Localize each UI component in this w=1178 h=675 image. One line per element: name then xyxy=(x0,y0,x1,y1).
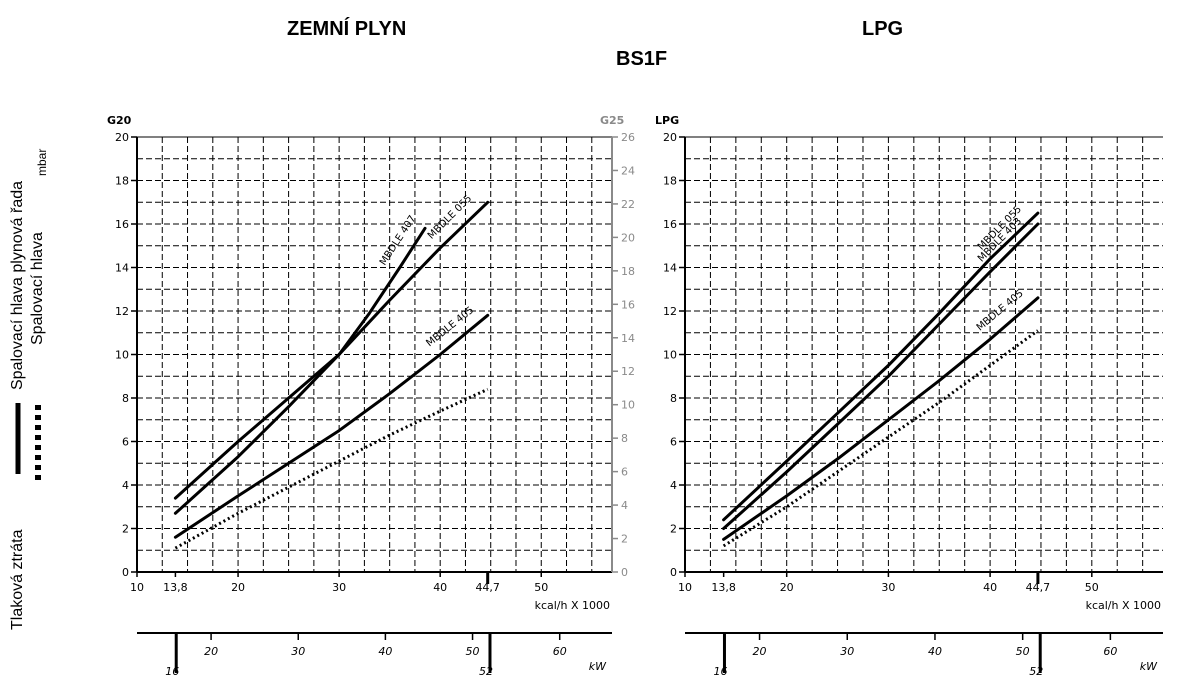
kw-tick-label: 30 xyxy=(840,645,854,658)
y-tick-label: 20 xyxy=(663,131,677,144)
y-right-tick-label: 18 xyxy=(621,265,635,278)
y-right-tick-label: 12 xyxy=(621,365,635,378)
y-tick-label: 12 xyxy=(115,305,129,318)
series-label: MBDLE 407 xyxy=(378,214,419,268)
kw-tick-label: 50 xyxy=(1016,645,1030,658)
y-tick-label: 14 xyxy=(663,262,677,275)
series-line-mbdle-405 xyxy=(722,296,1040,541)
y-right-tick-label: 14 xyxy=(621,332,635,345)
heading-model: BS1F xyxy=(616,48,668,70)
kw-tick-label: 40 xyxy=(928,645,942,658)
x-tick-label: 44,7 xyxy=(475,581,500,594)
y-tick-label: 4 xyxy=(670,479,677,492)
kw-tick-label: 52 xyxy=(1029,665,1043,675)
y-tick-label: 16 xyxy=(115,218,129,231)
x-axis-label: kcal/h X 1000 xyxy=(535,599,610,612)
x-tick-label: 10 xyxy=(130,581,144,594)
series-line-dotted xyxy=(722,329,1039,548)
series-line-mbdle-055 xyxy=(722,211,1040,522)
y-tick-label: 8 xyxy=(122,392,129,405)
y-tick-label: 2 xyxy=(122,523,129,536)
y-tick-label: 6 xyxy=(122,436,129,449)
y-tick-label: 12 xyxy=(663,305,677,318)
right-axis-title: G25 xyxy=(600,114,624,127)
y-right-tick-label: 10 xyxy=(621,399,635,412)
kw-tick-label: 50 xyxy=(466,645,480,658)
kw-axis-label: kW xyxy=(1140,660,1158,673)
series-label: MBDLE 055 xyxy=(426,193,474,241)
left-axis-title: LPG xyxy=(655,114,679,127)
series-line-mbdle-403 xyxy=(722,222,1040,530)
x-tick-label: 20 xyxy=(231,581,245,594)
left-axis-title: G20 xyxy=(107,114,132,127)
x-tick-label: 30 xyxy=(881,581,895,594)
kw-axis-label: kW xyxy=(589,660,607,673)
y-right-tick-label: 8 xyxy=(621,432,628,445)
y-right-tick-label: 4 xyxy=(621,499,628,512)
chart-lpg: 0 2 4 6 8 10 12 14 16 18 20 LPG 10 13,8 20 30 40 44,7 50 kc… xyxy=(655,114,1163,675)
y-tick-label: 20 xyxy=(115,131,129,144)
x-axis-label: kcal/h X 1000 xyxy=(1086,599,1161,612)
x-tick-label: 10 xyxy=(678,581,692,594)
kw-tick-label: 40 xyxy=(378,645,392,658)
y-right-tick-label: 26 xyxy=(621,131,635,144)
y-tick-label: 4 xyxy=(122,479,129,492)
x-tick-label: 50 xyxy=(1085,581,1099,594)
y-tick-label: 14 xyxy=(115,262,129,275)
kw-tick-label: 52 xyxy=(479,665,493,675)
x-tick-label: 20 xyxy=(780,581,794,594)
kw-tick-label: 30 xyxy=(291,645,305,658)
x-tick-label: 13,8 xyxy=(711,581,736,594)
series-label: MBDLE 405 xyxy=(424,305,476,349)
series-line-mbdle-055 xyxy=(173,200,490,500)
x-tick-label: 30 xyxy=(332,581,346,594)
heading-natural-gas: ZEMNÍ PLYN xyxy=(287,18,407,40)
y-tick-label: 18 xyxy=(115,175,129,188)
y-tick-label: 0 xyxy=(122,566,129,579)
x-tick-label: 50 xyxy=(534,581,548,594)
y-tick-label: 18 xyxy=(663,175,677,188)
side-label-gas-train: Spalovací hlava plynová řada xyxy=(9,181,26,390)
x-tick-label: 40 xyxy=(433,581,447,594)
side-legend: Spalovací hlava plynová řada Spalovací h… xyxy=(9,149,49,630)
kw-tick-label: 60 xyxy=(1103,645,1117,658)
kw-tick-label: 16 xyxy=(713,665,727,675)
y-right-tick-label: 20 xyxy=(621,231,635,244)
x-tick-label: 44,7 xyxy=(1026,581,1051,594)
y-tick-label: 0 xyxy=(670,566,677,579)
y-right-tick-label: 24 xyxy=(621,164,635,177)
y-tick-label: 6 xyxy=(670,436,677,449)
kw-tick-label: 20 xyxy=(204,645,218,658)
y-right-tick-label: 22 xyxy=(621,198,635,211)
y-tick-label: 10 xyxy=(663,349,677,362)
chart-natural-gas: 02468101214161820G2002468101214161820222… xyxy=(107,114,635,675)
kw-tick-label: 20 xyxy=(753,645,767,658)
series-line-mbdle-405 xyxy=(173,313,490,539)
side-label-head: Spalovací hlava xyxy=(29,232,46,345)
y-right-tick-label: 6 xyxy=(621,466,628,479)
heading-lpg: LPG xyxy=(862,18,904,40)
series-line-dotted xyxy=(174,387,489,550)
y-tick-label: 8 xyxy=(670,392,677,405)
kw-tick-label: 60 xyxy=(553,645,567,658)
y-tick-label: 2 xyxy=(670,523,677,536)
side-label-unit: mbar xyxy=(35,149,49,176)
x-tick-label: 13,8 xyxy=(163,581,188,594)
side-label-pressure-loss: Tlaková ztráta xyxy=(9,529,26,630)
y-tick-label: 10 xyxy=(115,349,129,362)
y-right-tick-label: 0 xyxy=(621,566,628,579)
y-tick-label: 16 xyxy=(663,218,677,231)
kw-tick-label: 16 xyxy=(165,665,179,675)
y-right-tick-label: 16 xyxy=(621,298,635,311)
x-tick-label: 40 xyxy=(983,581,997,594)
y-right-tick-label: 2 xyxy=(621,533,628,546)
